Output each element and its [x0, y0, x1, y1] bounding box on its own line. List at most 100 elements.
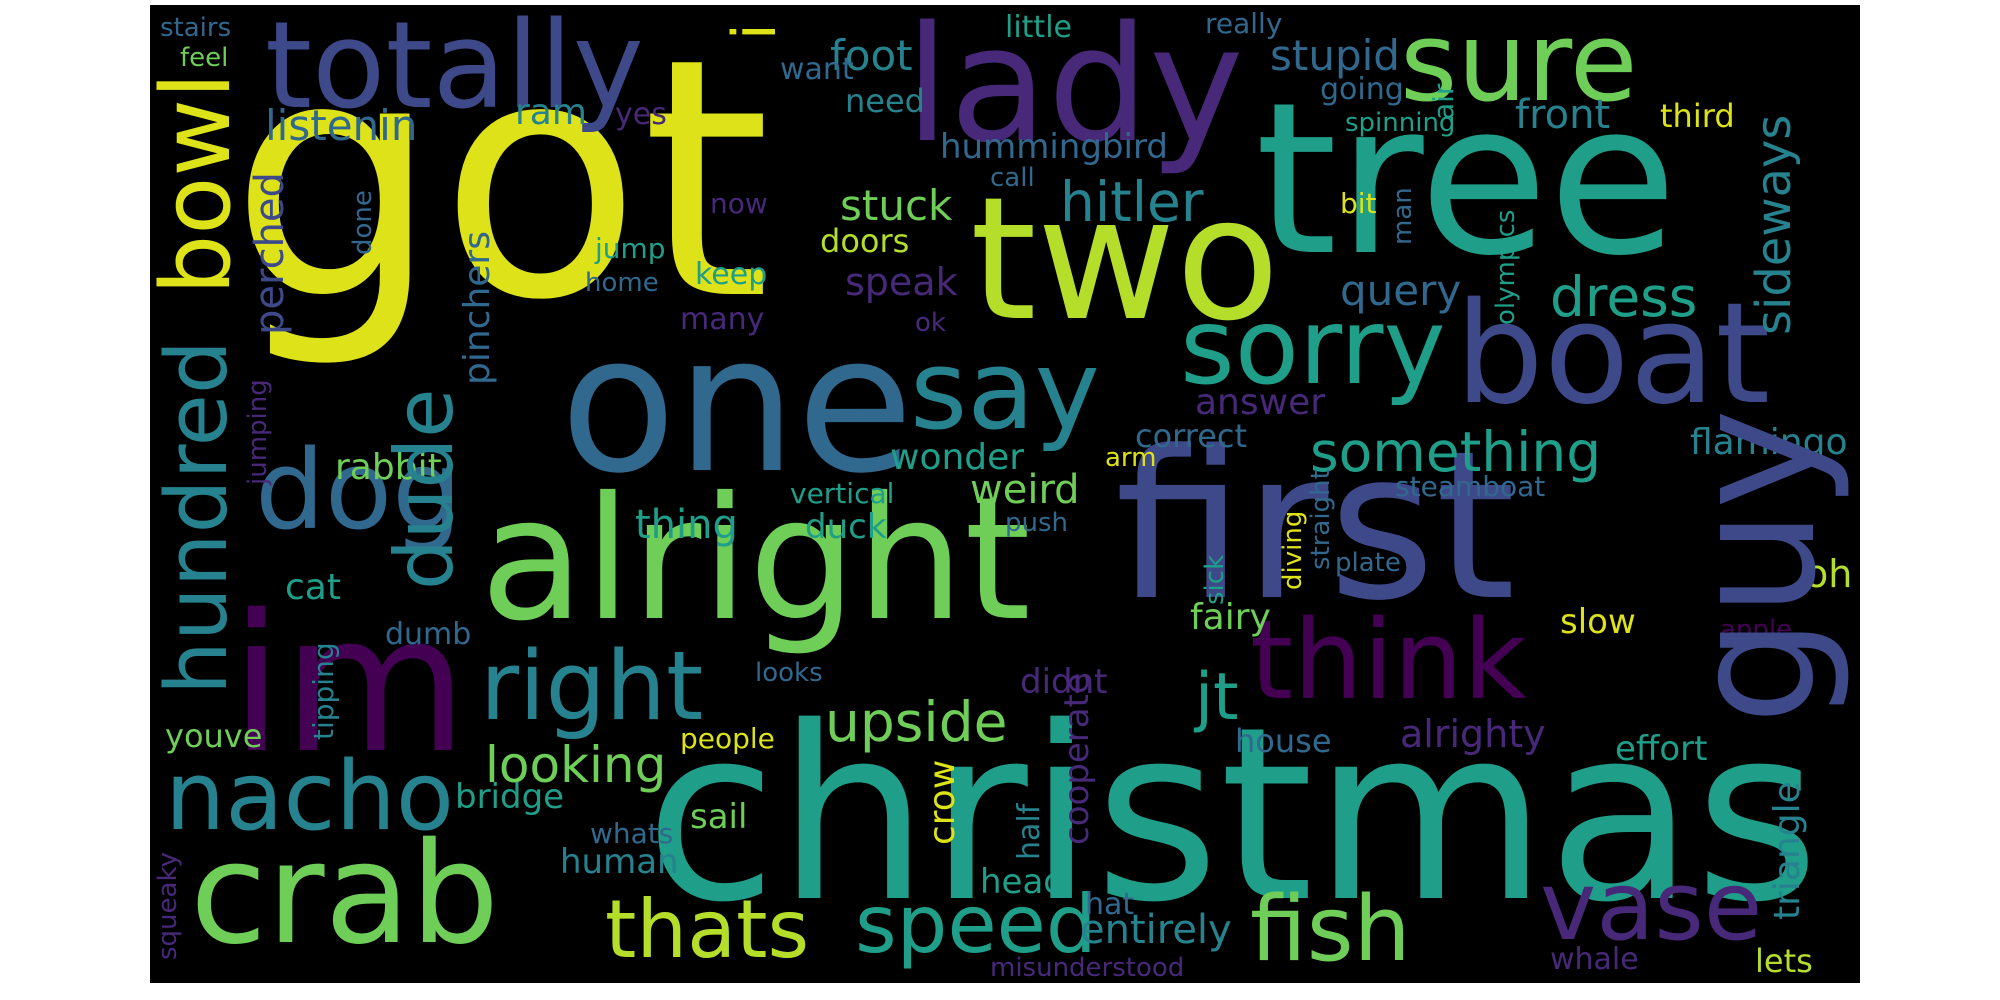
- word-upside: upside: [825, 690, 1008, 754]
- word-answer: answer: [1195, 382, 1326, 423]
- word-plate: plate: [1335, 548, 1401, 578]
- word-lets: lets: [1755, 942, 1813, 980]
- word-nacho: nacho: [165, 742, 454, 852]
- word-boat: boat: [1455, 273, 1771, 436]
- word-hat: hat: [1085, 887, 1135, 922]
- word-sick: sick: [1200, 554, 1230, 605]
- word-lady: lady: [905, 5, 1244, 178]
- word-fish: fish: [1250, 877, 1411, 982]
- word-dog: dog: [255, 426, 462, 554]
- word-ok: ok: [915, 308, 946, 338]
- word-little: little: [1005, 10, 1072, 45]
- word-man: man: [1388, 187, 1418, 245]
- word-cloud: got christmas tree two one first alright…: [150, 5, 1860, 983]
- word-effort: effort: [1615, 729, 1708, 769]
- word-feel: feel: [180, 43, 229, 73]
- word-steamboat: steamboat: [1395, 470, 1546, 503]
- word-half: half: [1012, 803, 1047, 860]
- word-first: first: [1115, 408, 1516, 646]
- word-looks: looks: [755, 658, 823, 688]
- word-jump: jump: [595, 232, 666, 265]
- word-air: air: [1427, 83, 1460, 120]
- word-cooperate: cooperate: [1057, 673, 1097, 845]
- word-entirely: entirely: [1080, 907, 1232, 953]
- word-vertical: vertical: [790, 477, 895, 510]
- word-wonder: wonder: [890, 437, 1025, 478]
- word-rabbit: rabbit: [335, 447, 442, 488]
- word-say: say: [910, 326, 1100, 454]
- word-foot: foot: [830, 31, 913, 80]
- word-crow: crow: [922, 759, 963, 845]
- word-home: home: [585, 268, 659, 298]
- word-hummingbird: hummingbird: [940, 127, 1168, 167]
- word-whale: whale: [1550, 942, 1639, 977]
- word-bit: bit: [1340, 187, 1377, 220]
- word-crab: crab: [190, 813, 500, 976]
- word-many: many: [680, 302, 765, 337]
- word-jt: jt: [1195, 660, 1239, 735]
- word-misunderstood: misunderstood: [990, 953, 1185, 983]
- word-need: need: [845, 82, 925, 120]
- word-one: one: [560, 294, 914, 515]
- word-yes: yes: [615, 97, 667, 132]
- word-dumb: dumb: [385, 617, 472, 652]
- word-didnt: didnt: [1020, 662, 1108, 702]
- word-weird: weird: [970, 467, 1080, 513]
- word-guy: guy: [1656, 408, 1854, 725]
- word-flamingo: flamingo: [1690, 422, 1848, 463]
- word-think: think: [1250, 596, 1527, 724]
- word-christmas: christmas: [645, 675, 1820, 955]
- word-stupid: stupid: [1270, 31, 1400, 80]
- word-really: really: [1205, 7, 1283, 40]
- word-people: people: [680, 722, 775, 755]
- word-human: human: [560, 842, 679, 882]
- word-thing: thing: [635, 502, 738, 548]
- word-slow: slow: [1560, 602, 1636, 642]
- word-speak: speak: [845, 260, 958, 304]
- word-youve: youve: [165, 717, 263, 755]
- word-doors: doors: [820, 222, 910, 260]
- word-jumping: jumping: [243, 379, 273, 485]
- word-bowl: bowl: [150, 72, 252, 295]
- word-sail: sail: [690, 797, 748, 837]
- word-ram: ram: [515, 92, 587, 133]
- word-diving: diving: [1278, 510, 1308, 590]
- word-head: head: [980, 862, 1065, 902]
- word-alright: alright: [480, 461, 1031, 659]
- word-front: front: [1515, 92, 1611, 138]
- word-looking: looking: [485, 736, 667, 794]
- word-correct: correct: [1135, 417, 1248, 455]
- word-pinchers: pinchers: [457, 231, 498, 385]
- word-something: something: [1310, 420, 1602, 484]
- word-olympics: olympics: [1491, 209, 1521, 325]
- word-now: now: [710, 187, 768, 220]
- word-right: right: [480, 632, 704, 742]
- word-whats: whats: [590, 817, 674, 850]
- word-apple: apple: [1720, 615, 1793, 645]
- word-hitler: hitler: [1060, 170, 1204, 234]
- word-straight: straight: [1306, 469, 1336, 570]
- word-house: house: [1235, 722, 1332, 760]
- word-spinning: spinning: [1345, 108, 1456, 138]
- word-speed: speed: [855, 878, 1097, 971]
- word-triangle: triangle: [1767, 781, 1808, 920]
- word-going: going: [1320, 72, 1404, 107]
- word-want: want: [780, 52, 854, 87]
- word-query: query: [1340, 266, 1462, 315]
- word-stuck: stuck: [840, 181, 953, 230]
- word-done: done: [348, 190, 378, 255]
- word-thats: thats: [605, 883, 810, 976]
- word-partial-top: i: [720, 23, 790, 40]
- word-cat: cat: [285, 567, 341, 608]
- word-keep: keep: [695, 257, 768, 292]
- word-push: push: [1005, 508, 1069, 538]
- word-tree: tree: [1255, 57, 1678, 302]
- word-bridge: bridge: [455, 777, 565, 817]
- word-tipping: tipping: [307, 642, 340, 740]
- word-sideways: sideways: [1746, 114, 1802, 335]
- word-oh: oh: [1805, 552, 1853, 596]
- word-vase: vase: [1540, 852, 1763, 962]
- word-sure: sure: [1400, 5, 1638, 126]
- word-stairs: stairs: [160, 13, 232, 43]
- word-two: two: [970, 161, 1280, 359]
